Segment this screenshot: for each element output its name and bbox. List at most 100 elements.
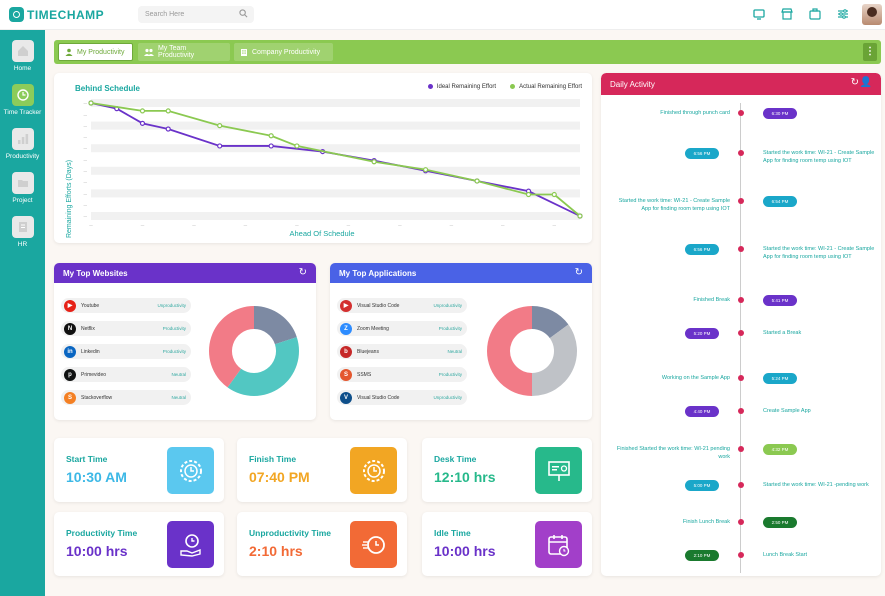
y-tick-mark: — <box>84 113 88 117</box>
list-item[interactable]: Z Zoom Meeting Productivity <box>337 321 467 336</box>
y-tick-mark: — <box>84 169 88 173</box>
donut-slice[interactable] <box>532 306 569 339</box>
refresh-icon[interactable]: ↻ <box>298 267 307 278</box>
list-item[interactable]: V Visual Studio Code Unproductivity <box>337 390 467 405</box>
list-item[interactable]: S SSMS Productivity <box>337 367 467 382</box>
timeline-dot <box>738 297 744 303</box>
stat-unproductivity-time: Unproductivity Time 2:10 hrs <box>237 512 407 576</box>
user-icon[interactable]: 👤 <box>859 77 872 88</box>
list-item[interactable]: in Linkedin Productivity <box>61 344 191 359</box>
list-item[interactable]: p Primevideo Neutral <box>61 367 191 382</box>
item-name: Bluejeans <box>357 348 379 355</box>
websites-donut-chart <box>209 306 299 396</box>
data-point[interactable] <box>268 143 274 149</box>
stat-value: 12:10 hrs <box>434 469 496 485</box>
y-tick-mark: — <box>84 192 88 196</box>
data-point[interactable] <box>165 126 171 132</box>
series-line-ideal <box>90 102 581 217</box>
stat-productivity-time: Productivity Time 10:00 hrs <box>54 512 224 576</box>
timeline-dot <box>738 375 744 381</box>
gear-clock-icon <box>167 447 214 494</box>
donut-slice[interactable] <box>487 306 532 396</box>
list-item[interactable]: ▶ Visual Studio Code Unproductivity <box>337 298 467 313</box>
data-point[interactable] <box>525 191 532 198</box>
data-point[interactable] <box>88 100 94 106</box>
list-item[interactable]: S Stackoverflow Neutral <box>61 390 191 405</box>
top-applications-header: My Top Applications ↻ <box>330 263 592 283</box>
tab-label: My Productivity <box>77 48 125 56</box>
x-tick-mark: — <box>398 223 402 227</box>
list-item[interactable]: N Netflix Productivity <box>61 321 191 336</box>
timeline-time-badge: 2:10 PM <box>685 550 719 561</box>
timeline-time-badge: 6:56 PM <box>685 148 719 159</box>
data-point[interactable] <box>551 191 557 198</box>
donut-slice[interactable] <box>227 337 299 396</box>
timeline-event-text: Lunch Break Start <box>763 552 808 558</box>
user-avatar[interactable] <box>862 4 882 25</box>
data-point[interactable] <box>139 108 146 114</box>
data-point[interactable] <box>371 159 377 165</box>
logo-icon <box>9 7 24 22</box>
stat-label: Idle Time <box>434 528 471 538</box>
document-icon <box>18 222 27 232</box>
sidebar-item-label: Time Tracker <box>3 109 42 116</box>
data-point[interactable] <box>577 213 583 219</box>
more-options-button[interactable]: ⋮ <box>863 43 877 61</box>
tab-my-productivity[interactable]: My Productivity <box>58 43 133 61</box>
search-placeholder: Search Here <box>145 11 185 18</box>
screen-icon[interactable] <box>752 7 766 21</box>
donut-slice[interactable] <box>209 306 254 388</box>
briefcase-icon[interactable] <box>808 7 822 21</box>
grid-band <box>91 189 580 198</box>
stat-label: Unproductivity Time <box>249 528 332 538</box>
visual-studio-code-icon: V <box>340 391 352 404</box>
linkedin-icon: in <box>64 345 76 358</box>
timeline-time-badge: 2:50 PM <box>763 517 797 528</box>
list-item[interactable]: b Bluejeans Neutral <box>337 344 467 359</box>
donut-slice[interactable] <box>532 324 577 396</box>
donut-slice[interactable] <box>254 306 297 345</box>
data-point[interactable] <box>294 143 300 149</box>
legend-label: Ideal Remaining Effort <box>436 84 497 91</box>
tab-company-productivity[interactable]: Company Productivity <box>234 43 333 61</box>
brand-logo[interactable]: TIMECHAMP <box>9 7 104 22</box>
sidebar-item-hr[interactable]: HR <box>0 216 45 248</box>
item-name: Youtube <box>81 302 100 309</box>
timeline-event-text: Started the work time: WI-21 - Create Sa… <box>763 246 875 260</box>
stackoverflow-icon: S <box>64 391 76 404</box>
sidebar-item-productivity[interactable]: Productivity <box>0 128 45 160</box>
tab-my-team-productivity[interactable]: My Team Productivity <box>138 43 230 61</box>
timeline-dot <box>738 408 744 414</box>
daily-activity-card: Daily Activity ↻ 👤 Finished through punc… <box>601 73 881 576</box>
sidebar-item-time-tracker[interactable]: Time Tracker <box>0 84 45 116</box>
data-point[interactable] <box>268 133 274 139</box>
building-icon <box>241 49 247 56</box>
chart-title: Behind Schedule <box>75 84 140 93</box>
y-tick-mark: — <box>84 147 88 151</box>
panel-title: My Top Websites <box>63 269 128 278</box>
y-tick-mark: — <box>84 181 88 185</box>
timeline-dot <box>738 246 744 252</box>
zoom-meeting-icon: Z <box>340 322 352 335</box>
data-point[interactable] <box>217 122 223 129</box>
timeline-event-text: Finished Break <box>693 297 730 303</box>
data-point[interactable] <box>474 178 480 184</box>
x-tick-mark: — <box>501 223 505 227</box>
data-point[interactable] <box>139 120 146 126</box>
search-input[interactable]: Search Here <box>138 6 254 23</box>
sidebar-item-project[interactable]: Project <box>0 172 45 204</box>
list-item[interactable]: ▶ Youtube Unproductivity <box>61 298 191 313</box>
ssms-icon: S <box>340 368 352 381</box>
refresh-icon[interactable]: ↻ <box>574 267 583 278</box>
data-point[interactable] <box>165 108 171 114</box>
data-point[interactable] <box>422 167 429 173</box>
settings-sliders-icon[interactable] <box>836 7 850 21</box>
grid-band <box>91 121 580 130</box>
data-point[interactable] <box>217 143 223 149</box>
refresh-icon[interactable]: ↻ <box>850 77 859 88</box>
search-icon[interactable] <box>239 9 248 18</box>
store-icon[interactable] <box>780 7 794 21</box>
sidebar-item-home[interactable]: Home <box>0 40 45 72</box>
x-tick-mark: — <box>141 223 145 227</box>
stat-label: Start Time <box>66 454 108 464</box>
